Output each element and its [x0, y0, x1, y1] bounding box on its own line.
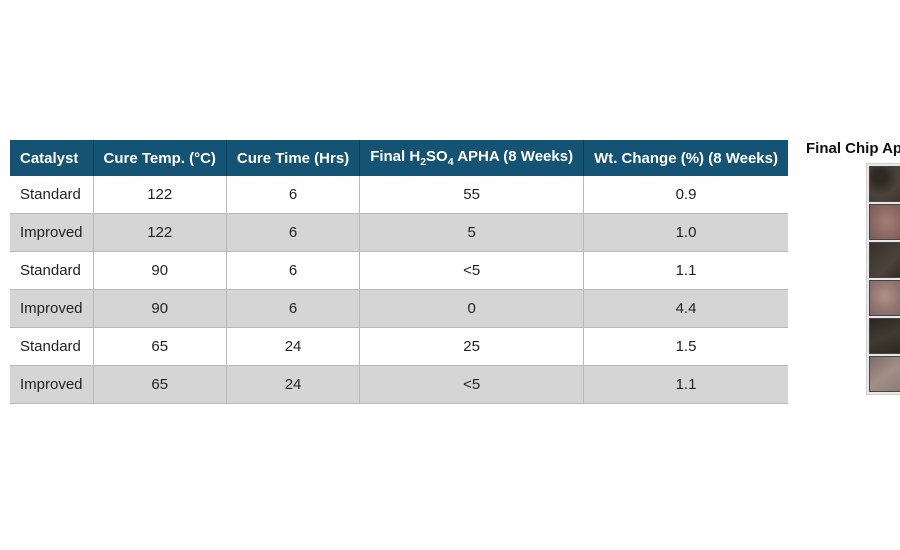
col-apha: Final H2SO4 APHA (8 Weeks): [360, 140, 584, 176]
chip-swatch: [869, 280, 900, 316]
chip-swatch: [869, 166, 900, 202]
table-cell: <5: [360, 366, 584, 404]
table-cell: 1.1: [584, 366, 788, 404]
chip-swatch: [869, 204, 900, 240]
table-cell: 6: [226, 290, 359, 328]
table-cell: Standard: [10, 328, 93, 366]
table-cell: 122: [93, 214, 226, 252]
catalyst-table: Catalyst Cure Temp. (°C) Cure Time (Hrs)…: [10, 140, 788, 404]
chip-swatch: [869, 318, 900, 354]
table-cell: 1.5: [584, 328, 788, 366]
table-cell: Standard: [10, 176, 93, 214]
table-row: Standard1226550.9: [10, 176, 788, 214]
table-cell: 1.0: [584, 214, 788, 252]
col-catalyst: Catalyst: [10, 140, 93, 176]
table-cell: 55: [360, 176, 584, 214]
table-cell: <5: [360, 252, 584, 290]
table-cell: 6: [226, 214, 359, 252]
col-wt: Wt. Change (%) (8 Weeks): [584, 140, 788, 176]
table-cell: 1.1: [584, 252, 788, 290]
col-time: Cure Time (Hrs): [226, 140, 359, 176]
table-cell: Standard: [10, 252, 93, 290]
table-cell: 0.9: [584, 176, 788, 214]
table-row: Improved90604.4: [10, 290, 788, 328]
table-cell: Improved: [10, 366, 93, 404]
table-header-row: Catalyst Cure Temp. (°C) Cure Time (Hrs)…: [10, 140, 788, 176]
chip-appearance-panel: Final Chip Appearance: [806, 140, 900, 395]
table-cell: Improved: [10, 290, 93, 328]
chip-appearance-title: Final Chip Appearance: [806, 140, 900, 157]
table-cell: 90: [93, 252, 226, 290]
table-row: Standard906<51.1: [10, 252, 788, 290]
table-row: Improved6524<51.1: [10, 366, 788, 404]
table-cell: 24: [226, 328, 359, 366]
chip-swatch: [869, 356, 900, 392]
table-cell: 0: [360, 290, 584, 328]
col-temp: Cure Temp. (°C): [93, 140, 226, 176]
table-row: Improved122651.0: [10, 214, 788, 252]
chip-stack: [866, 163, 900, 395]
table-cell: 5: [360, 214, 584, 252]
table-cell: 25: [360, 328, 584, 366]
table-cell: 6: [226, 252, 359, 290]
table-cell: Improved: [10, 214, 93, 252]
table-row: Standard6524251.5: [10, 328, 788, 366]
table-cell: 24: [226, 366, 359, 404]
table-cell: 4.4: [584, 290, 788, 328]
table-cell: 90: [93, 290, 226, 328]
table-cell: 65: [93, 328, 226, 366]
table-cell: 122: [93, 176, 226, 214]
table-cell: 6: [226, 176, 359, 214]
table-cell: 65: [93, 366, 226, 404]
chip-swatch: [869, 242, 900, 278]
